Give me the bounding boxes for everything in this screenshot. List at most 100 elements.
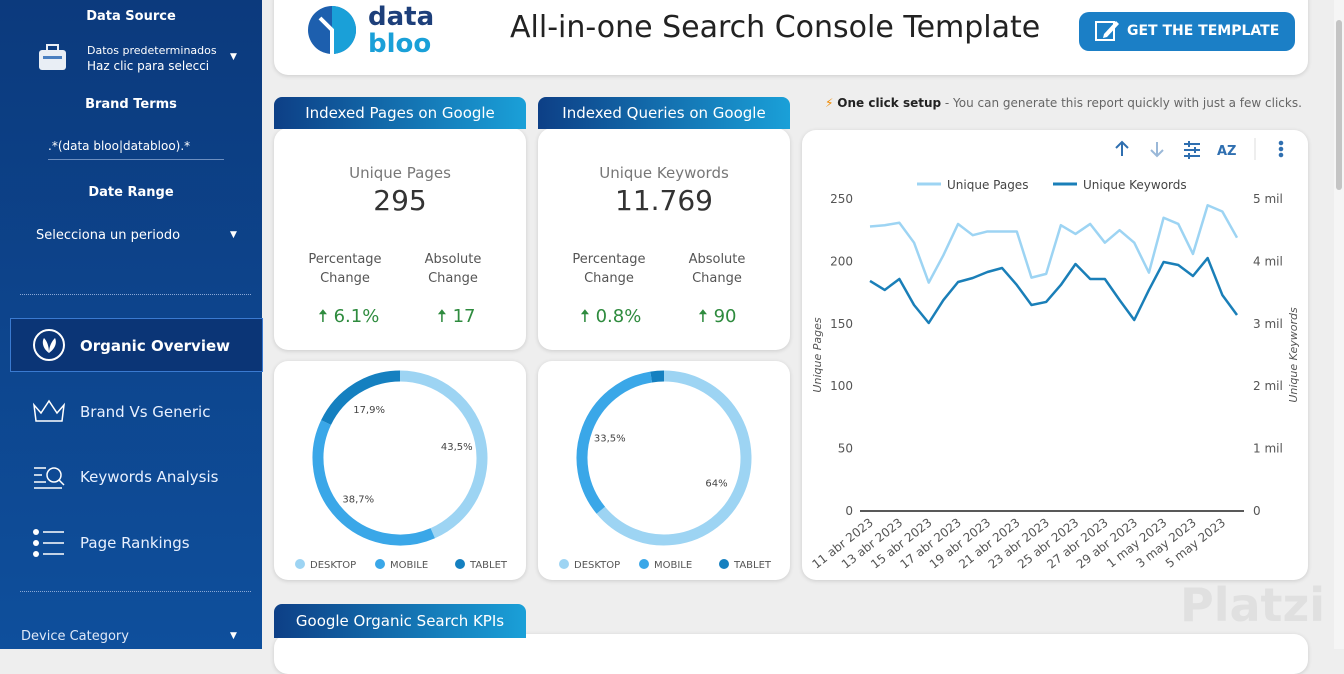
divider <box>20 294 251 295</box>
y2-tick-label: 4 mil <box>1253 254 1283 268</box>
svg-text:AZ: AZ <box>1217 144 1237 159</box>
legend-label: DESKTOP <box>310 560 356 571</box>
change-value: 🠅 6.1% <box>318 306 380 327</box>
card-tab: Google Organic Search KPIs <box>274 604 526 638</box>
donut-label: 17,9% <box>353 405 385 416</box>
charts: AZ 43,5% 38,7% 17,9% DESKTOP MOBILE TABLET 64%… <box>295 138 1300 572</box>
y-axis-title: Unique Pages <box>811 317 824 392</box>
legend-label: TABLET <box>469 560 508 571</box>
metric-label: Unique Pages <box>349 164 451 182</box>
change-value: 🠅 90 <box>698 306 737 327</box>
legend-label: DESKTOP <box>574 560 620 571</box>
donut-segment <box>321 370 401 426</box>
donut-segment <box>596 370 752 546</box>
legend-label: MOBILE <box>654 560 692 571</box>
legend-label: TABLET <box>733 560 772 571</box>
line-card <box>802 130 1308 580</box>
y-tick-label: 150 <box>830 317 853 331</box>
data-source[interactable]: Haz clic para selecci <box>87 59 210 73</box>
donut-label: 43,5% <box>441 442 473 453</box>
change-label: Percentage Change <box>572 252 646 286</box>
date-range[interactable]: Selecciona un periodo <box>36 228 181 243</box>
header-title: All-in-one Search Console Template <box>510 10 1041 45</box>
y-tick-label: 100 <box>830 379 853 393</box>
legend-label: Unique Pages <box>947 178 1028 192</box>
change-value: 🠅 0.8% <box>580 306 642 327</box>
line-series <box>869 256 1239 325</box>
y2-tick-label: 2 mil <box>1253 379 1283 393</box>
brand-input[interactable]: .*(data bloo|databloo).* <box>48 139 224 160</box>
note-bold: One click setup <box>837 96 942 110</box>
nav-item[interactable]: Organic Overview <box>80 337 230 355</box>
kpi-card <box>274 128 526 350</box>
scrollbar[interactable] <box>1334 0 1344 649</box>
dropdown-arrow[interactable]: ▼ <box>230 631 237 641</box>
metric-label: Unique Keywords <box>599 164 729 182</box>
y-tick-label: 50 <box>838 442 853 456</box>
change-label: Percentage Change <box>308 252 382 286</box>
logo-icon <box>308 6 356 54</box>
legend-label: Unique Keywords <box>1083 178 1187 192</box>
metric-value: 295 <box>373 184 427 217</box>
nav-item[interactable]: Page Rankings <box>80 534 190 552</box>
nav-item[interactable]: Keywords Analysis <box>80 468 219 486</box>
icon <box>39 44 66 70</box>
section-title: Data Source <box>86 9 176 24</box>
dropdown-arrow[interactable]: ▼ <box>230 230 237 240</box>
filter[interactable]: Device Category <box>21 629 129 644</box>
kpi-card <box>538 128 790 350</box>
logo-text: bloo <box>368 29 432 59</box>
donut-segment <box>399 370 488 539</box>
nav-item[interactable]: Brand Vs Generic <box>80 403 211 421</box>
legend-label: MOBILE <box>390 560 428 571</box>
note-text: - You can generate this report quickly w… <box>941 96 1302 110</box>
y-tick-label: 250 <box>830 192 853 206</box>
watermark: Platzi <box>1180 578 1326 632</box>
y2-tick-label: 3 mil <box>1253 317 1283 331</box>
legend-swatch <box>455 559 465 569</box>
legend-swatch <box>375 559 385 569</box>
y-tick-label: 0 <box>845 504 853 518</box>
data-source: Datos predeterminados <box>87 44 217 57</box>
nav-active[interactable] <box>10 318 263 372</box>
change-label: Absolute Change <box>424 252 482 286</box>
legend-swatch <box>719 559 729 569</box>
dropdown-arrow[interactable]: ▼ <box>230 52 237 62</box>
y2-tick-label: 1 mil <box>1253 442 1283 456</box>
change-value: 🠅 17 <box>437 306 476 327</box>
y2-tick-label: 5 mil <box>1253 192 1283 206</box>
icon <box>34 467 65 489</box>
note: ⚡ One click setup - You can generate thi… <box>825 96 1302 110</box>
y2-tick-label: 0 <box>1253 504 1261 518</box>
section-title: Date Range <box>88 185 174 200</box>
donut-label: 38,7% <box>342 494 374 505</box>
icon <box>1095 21 1119 41</box>
change-number: 0.8% <box>595 306 642 327</box>
logo-text: data <box>368 2 435 32</box>
change-number: 17 <box>452 306 476 327</box>
card-tab: Indexed Queries on Google <box>538 97 790 129</box>
donut-label: 64% <box>705 479 727 490</box>
donut-segment <box>576 371 653 514</box>
donut-label: 33,5% <box>594 433 626 444</box>
donut-segment <box>312 420 435 546</box>
section-title: Brand Terms <box>85 97 177 112</box>
change-number: 90 <box>713 306 737 327</box>
icon <box>33 329 65 361</box>
change-number: 6.1% <box>333 306 380 327</box>
icon <box>32 399 66 422</box>
icon <box>33 529 64 557</box>
legend-swatch <box>295 559 305 569</box>
divider <box>20 591 251 592</box>
toolbar[interactable]: AZ <box>1115 138 1284 160</box>
sidebar: Data Source Datos predeterminados Haz cl… <box>0 0 263 649</box>
legend-swatch <box>639 559 649 569</box>
metric-value: 11.769 <box>615 184 713 217</box>
line-series <box>869 203 1239 284</box>
y2-axis-title: Unique Keywords <box>1287 307 1300 403</box>
y-tick-label: 200 <box>830 254 853 268</box>
legend-swatch <box>559 559 569 569</box>
donut-segment <box>650 370 665 383</box>
card-tab: Indexed Pages on Google <box>274 97 526 129</box>
